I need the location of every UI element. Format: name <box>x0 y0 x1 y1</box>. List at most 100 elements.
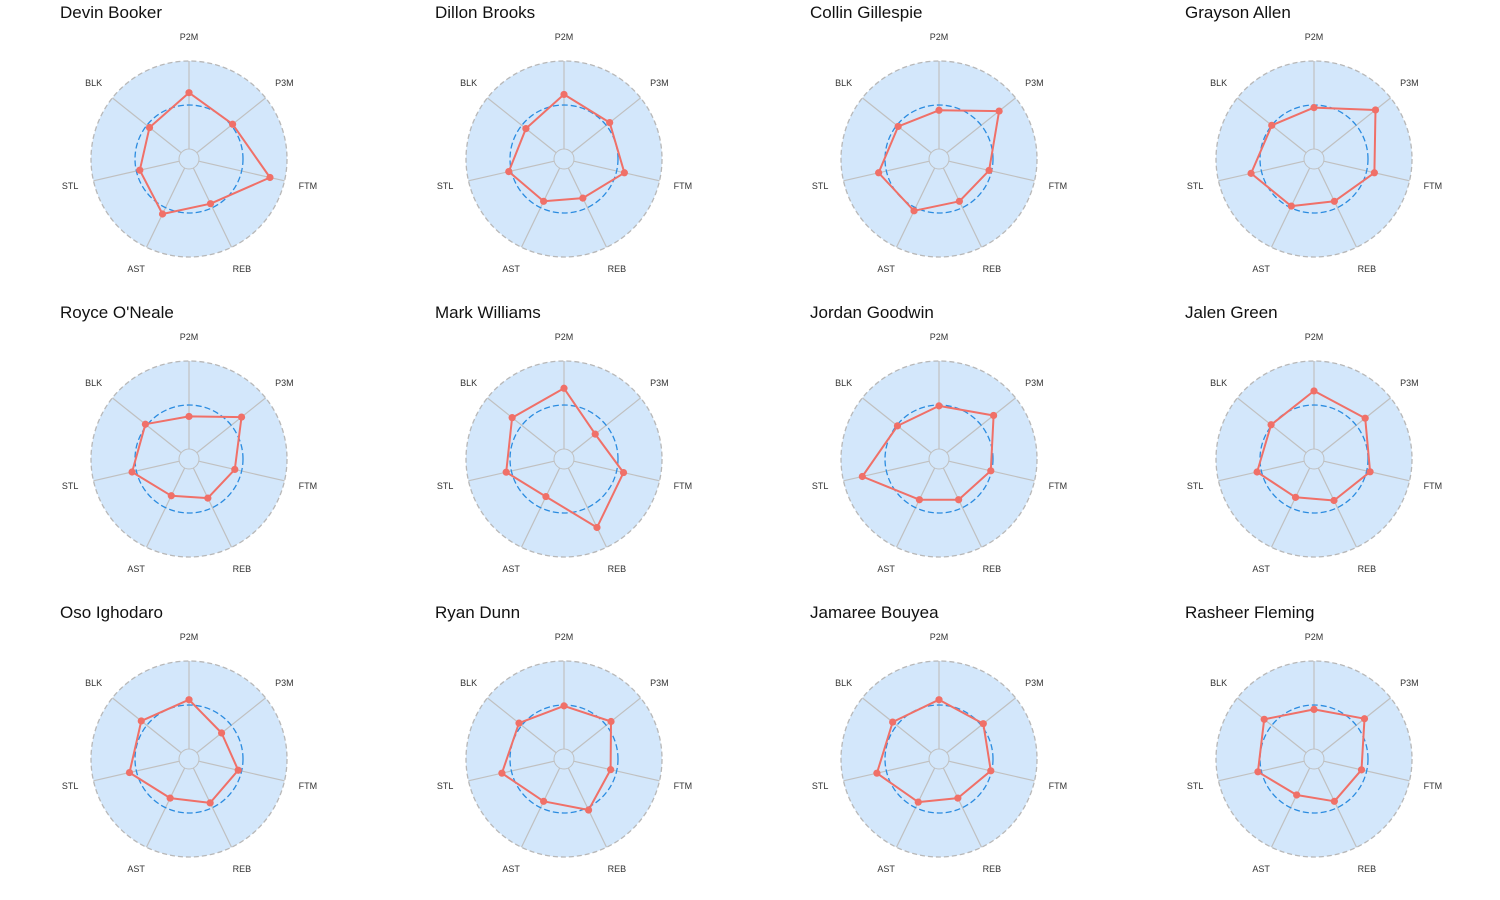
stat-point <box>1310 387 1318 395</box>
stat-point <box>1330 797 1338 805</box>
player-name: Jordan Goodwin <box>810 303 934 322</box>
axis-label: FTM <box>1424 181 1443 191</box>
axis-label: AST <box>877 864 895 874</box>
stat-point <box>185 696 193 704</box>
radar-spoke <box>487 397 557 454</box>
axis-label: P3M <box>275 378 294 388</box>
axis-label: P2M <box>930 332 949 342</box>
stat-point <box>522 125 530 133</box>
axis-label: STL <box>1187 481 1204 491</box>
stat-point <box>1291 493 1300 501</box>
axis-label: REB <box>233 564 252 574</box>
axis-label: FTM <box>1049 481 1068 491</box>
stat-point <box>1267 421 1275 429</box>
axis-label: AST <box>502 264 520 274</box>
axis-label: AST <box>127 864 145 874</box>
axis-label: STL <box>1187 181 1204 191</box>
radar-spoke <box>862 697 932 754</box>
axis-label: STL <box>62 781 79 791</box>
radar-svg: P2M P3M FTM REB AST STL BLK <box>812 32 1067 274</box>
stat-point <box>620 169 628 177</box>
stat-point <box>141 420 150 428</box>
radar-panel: Oso Ighodaro P2M P3M FTM REB AST STL BLK <box>0 600 375 900</box>
stat-point <box>498 769 506 777</box>
radar-spoke <box>487 97 557 154</box>
axis-label: STL <box>812 181 829 191</box>
stat-point <box>915 496 923 504</box>
axis-label: BLK <box>460 378 477 388</box>
axis-label: AST <box>127 264 145 274</box>
axis-label: BLK <box>85 378 102 388</box>
axis-label: REB <box>1358 564 1377 574</box>
stat-point <box>1371 106 1380 114</box>
reference-ring <box>134 104 244 214</box>
stat-point <box>204 494 212 502</box>
axis-label: STL <box>437 781 454 791</box>
axis-label: STL <box>812 481 829 491</box>
stat-point <box>955 496 963 504</box>
radar-svg: P2M P3M FTM REB AST STL BLK <box>437 632 692 874</box>
stat-point <box>579 194 587 202</box>
player-stat-polygon <box>861 404 995 501</box>
radar-spoke <box>942 167 983 248</box>
player-name: Rasheer Fleming <box>1185 603 1315 622</box>
axis-label: BLK <box>835 78 852 88</box>
radar-spoke <box>1317 167 1358 248</box>
radar-panel: Grayson Allen P2M P3M FTM REB AST STL BLK <box>1125 0 1500 300</box>
stat-point <box>914 798 922 806</box>
player-name: Grayson Allen <box>1185 3 1291 22</box>
axis-label: P2M <box>1305 32 1324 42</box>
axis-label: REB <box>983 264 1002 274</box>
stat-point <box>619 468 628 477</box>
reference-ring <box>884 104 994 214</box>
axis-label: FTM <box>299 181 318 191</box>
radar-svg: P2M P3M FTM REB AST STL BLK <box>62 32 318 274</box>
radar-spoke <box>942 467 983 548</box>
stat-point <box>1370 169 1378 177</box>
reference-ring <box>509 404 619 514</box>
stat-point <box>593 523 601 532</box>
stat-point <box>1357 766 1366 774</box>
radar-svg: P2M P3M FTM REB AST STL BLK <box>62 332 317 574</box>
axis-label: BLK <box>1210 78 1227 88</box>
stat-point <box>508 414 516 422</box>
radar-spoke <box>1317 467 1358 548</box>
radar-spoke <box>567 167 608 248</box>
radar-panel: Collin Gillespie P2M P3M FTM REB AST STL BLK <box>750 0 1125 300</box>
stat-point <box>1360 715 1369 723</box>
player-name: Jamaree Bouyea <box>810 603 939 622</box>
stat-point <box>995 107 1003 115</box>
stat-point <box>1247 169 1255 177</box>
axis-label: AST <box>502 564 520 574</box>
radar-svg: P2M P3M FTM REB AST STL BLK <box>812 632 1067 874</box>
axis-label: AST <box>1252 564 1270 574</box>
stat-point <box>990 411 998 420</box>
axis-label: P2M <box>180 32 199 42</box>
axis-label: P3M <box>650 78 669 88</box>
reference-ring <box>1259 704 1369 814</box>
axis-label: STL <box>437 481 454 491</box>
radar-center <box>928 748 950 770</box>
radar-center <box>553 448 575 470</box>
radar-center <box>553 748 575 770</box>
axis-label: REB <box>983 564 1002 574</box>
radar-center <box>928 148 950 170</box>
stat-point <box>979 720 987 728</box>
radar-center <box>1303 748 1325 770</box>
axis-label: STL <box>62 481 79 491</box>
player-stat-polygon <box>138 91 271 215</box>
stat-point <box>935 106 943 114</box>
axis-label: P2M <box>930 32 949 42</box>
axis-label: P3M <box>650 378 669 388</box>
axis-label: REB <box>1358 264 1377 274</box>
axis-label: STL <box>812 781 829 791</box>
stat-point <box>1254 768 1262 776</box>
axis-label: FTM <box>299 781 318 791</box>
radar-svg: P2M P3M FTM REB AST STL BLK <box>437 332 692 574</box>
player-name: Mark Williams <box>435 303 541 322</box>
stat-point <box>987 767 995 775</box>
stat-point <box>206 200 215 208</box>
stat-point <box>1260 715 1268 723</box>
axis-label: BLK <box>85 78 102 88</box>
radar-svg: P2M P3M FTM REB AST STL BLK <box>1187 332 1442 574</box>
